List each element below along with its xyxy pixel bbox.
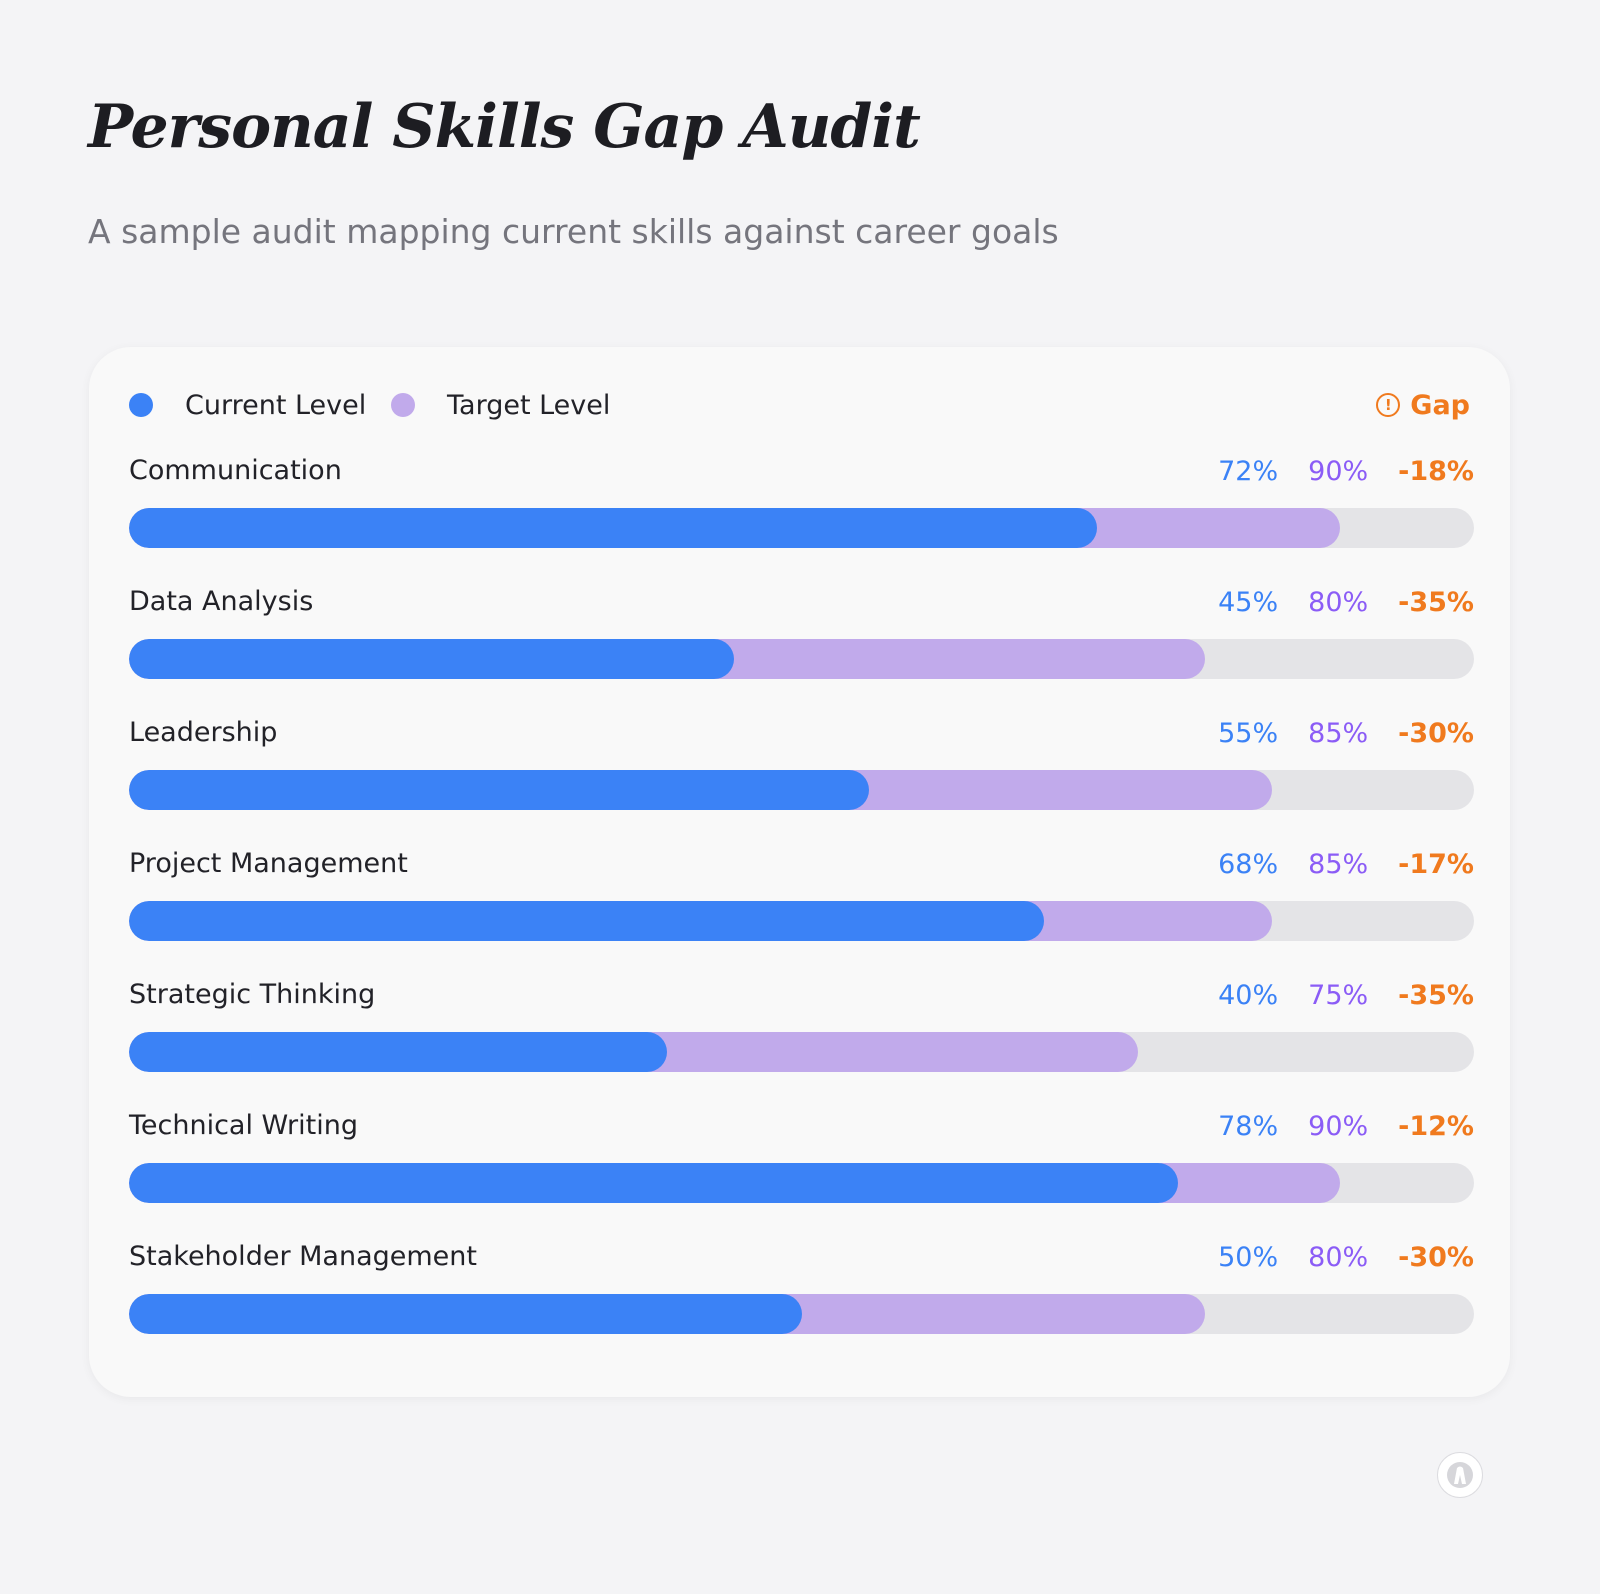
gap-value: -35% (1398, 979, 1474, 1011)
skill-row: Project Management 68% 85% -17% (129, 844, 1474, 944)
current-value: 78% (1218, 1110, 1279, 1142)
current-bar (129, 1032, 667, 1072)
skill-values: 50% 80% -30% (1218, 1237, 1474, 1277)
chart-legend: Current Level Target Level ! Gap (129, 385, 1470, 425)
skill-name: Leadership (129, 717, 278, 748)
current-bar (129, 770, 869, 810)
skill-row: Strategic Thinking 40% 75% -35% (129, 975, 1474, 1075)
current-bar (129, 1163, 1178, 1203)
logo-mark (1447, 1462, 1473, 1488)
current-bar (129, 639, 734, 679)
bar-track (129, 1163, 1474, 1203)
current-value: 45% (1218, 586, 1279, 618)
skills-chart-card: Current Level Target Level ! Gap Communi… (89, 347, 1510, 1397)
bar-track (129, 1032, 1474, 1072)
page-title: Personal Skills Gap Audit (88, 92, 921, 162)
skill-name: Stakeholder Management (129, 1241, 477, 1272)
current-bar (129, 1294, 802, 1334)
legend-target: Target Level (391, 385, 610, 425)
alert-circle-icon: ! (1376, 393, 1401, 417)
gap-value: -18% (1398, 455, 1474, 487)
legend-current: Current Level (129, 385, 366, 425)
skill-values: 78% 90% -12% (1218, 1106, 1474, 1146)
skill-row: Leadership 55% 85% -30% (129, 713, 1474, 813)
target-value: 90% (1308, 1110, 1369, 1142)
skill-name: Project Management (129, 848, 408, 879)
current-value: 40% (1218, 979, 1279, 1011)
gap-value: -12% (1398, 1110, 1474, 1142)
legend-gap-label: Gap (1410, 389, 1470, 421)
target-dot-icon (391, 393, 415, 417)
current-bar (129, 901, 1044, 941)
bar-track (129, 508, 1474, 548)
skill-row: Data Analysis 45% 80% -35% (129, 582, 1474, 682)
skill-name: Technical Writing (129, 1110, 358, 1141)
current-value: 55% (1218, 717, 1279, 749)
target-value: 85% (1308, 848, 1369, 880)
skill-name: Data Analysis (129, 586, 314, 617)
target-value: 90% (1308, 455, 1369, 487)
legend-gap: ! Gap (1376, 385, 1470, 425)
bar-track (129, 639, 1474, 679)
brand-logo-icon (1437, 1452, 1483, 1498)
current-dot-icon (129, 393, 153, 417)
target-value: 80% (1308, 586, 1369, 618)
skill-name: Communication (129, 455, 342, 486)
current-bar (129, 508, 1097, 548)
bar-track (129, 770, 1474, 810)
skill-values: 45% 80% -35% (1218, 582, 1474, 622)
bar-track (129, 901, 1474, 941)
legend-target-label: Target Level (447, 389, 611, 421)
gap-value: -17% (1398, 848, 1474, 880)
skill-values: 40% 75% -35% (1218, 975, 1474, 1015)
skill-values: 55% 85% -30% (1218, 713, 1474, 753)
skill-name: Strategic Thinking (129, 979, 376, 1010)
target-value: 75% (1308, 979, 1369, 1011)
skill-row: Communication 72% 90% -18% (129, 451, 1474, 551)
bar-track (129, 1294, 1474, 1334)
skill-values: 68% 85% -17% (1218, 844, 1474, 884)
skill-values: 72% 90% -18% (1218, 451, 1474, 491)
current-value: 68% (1218, 848, 1279, 880)
page-subtitle: A sample audit mapping current skills ag… (88, 212, 1059, 251)
gap-value: -30% (1398, 717, 1474, 749)
target-value: 85% (1308, 717, 1369, 749)
gap-value: -30% (1398, 1241, 1474, 1273)
gap-value: -35% (1398, 586, 1474, 618)
target-value: 80% (1308, 1241, 1369, 1273)
skill-row: Stakeholder Management 50% 80% -30% (129, 1237, 1474, 1337)
current-value: 72% (1218, 455, 1279, 487)
legend-current-label: Current Level (185, 389, 367, 421)
current-value: 50% (1218, 1241, 1279, 1273)
skill-row: Technical Writing 78% 90% -12% (129, 1106, 1474, 1206)
